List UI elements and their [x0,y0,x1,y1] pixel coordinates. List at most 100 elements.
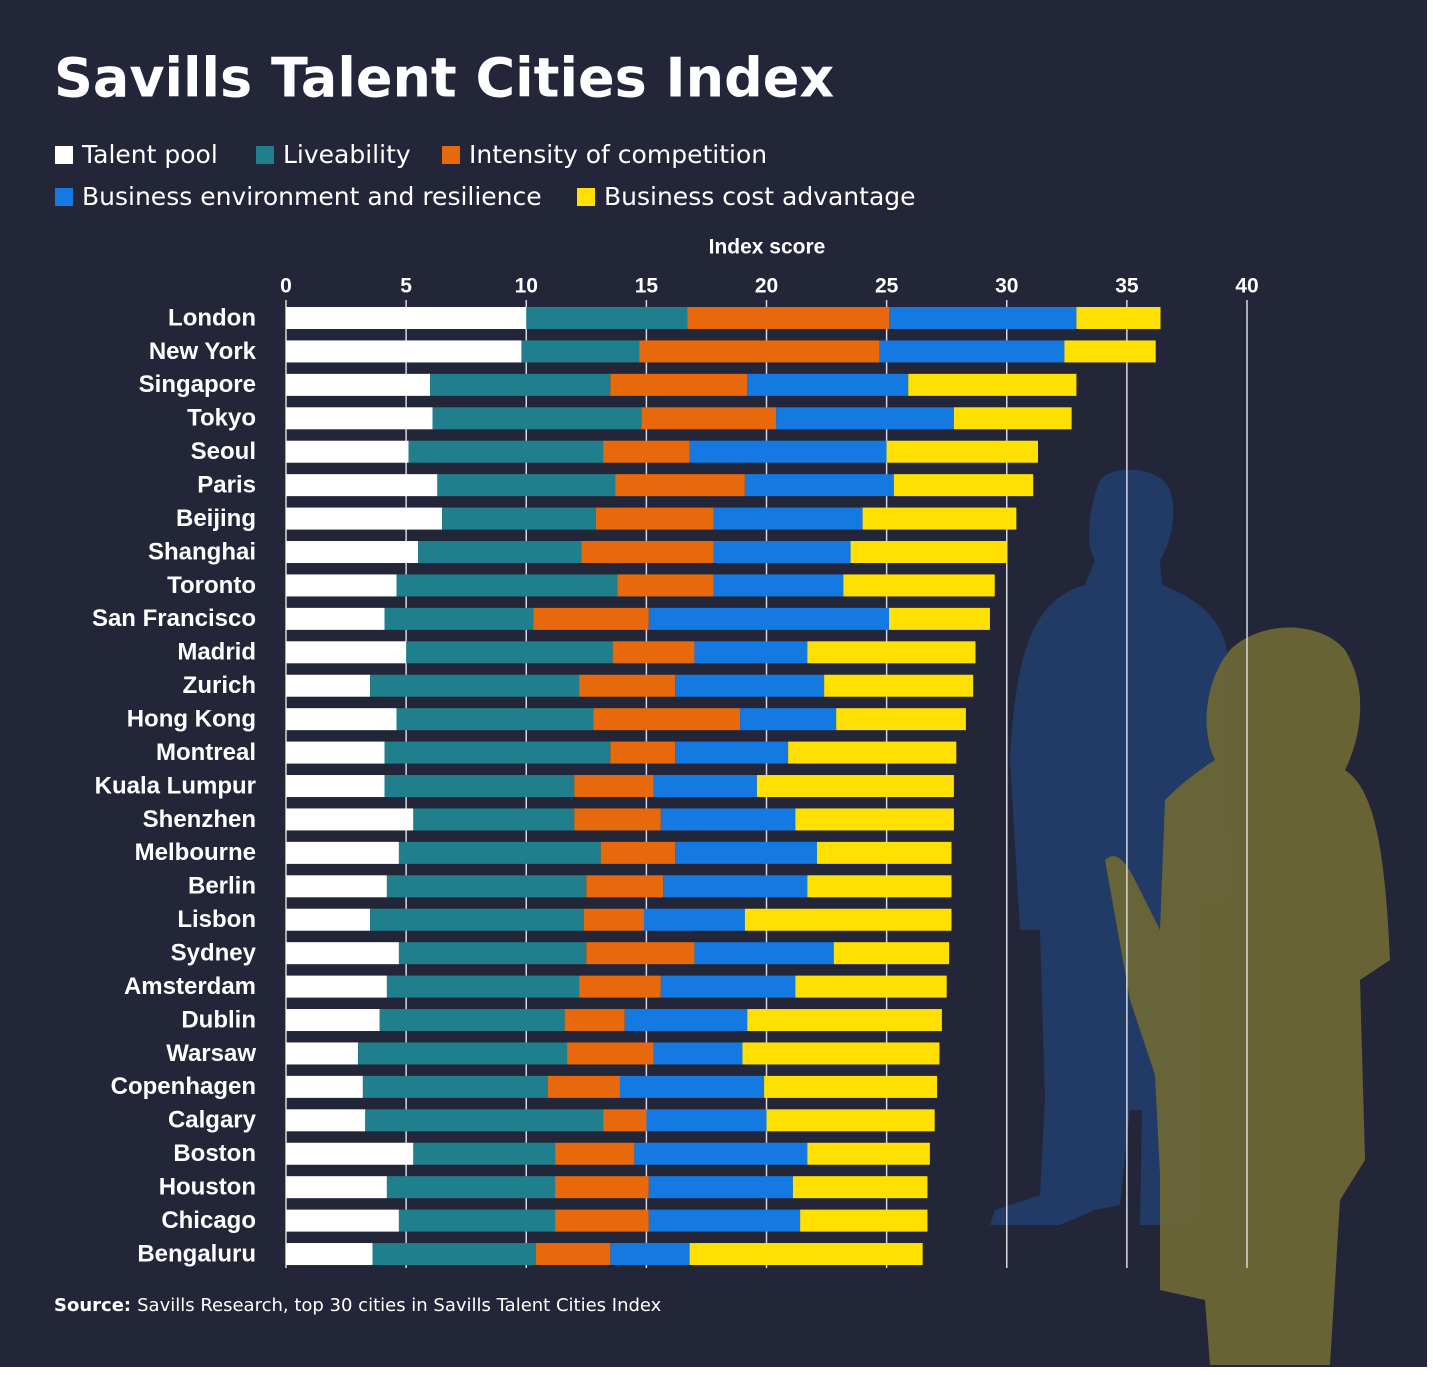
bar-segment [889,607,990,630]
source-text: Savills Research, top 30 cities in Savil… [137,1295,662,1316]
bar-segment [836,708,966,731]
bar-segment [574,808,661,831]
bar-segment [600,841,676,864]
bar-segment [610,373,748,396]
y-tick-label: Singapore [139,371,256,398]
bar-segment [567,1042,654,1065]
y-tick-label: Chicago [161,1207,256,1234]
bar-segment [689,1243,923,1266]
bar-segment [824,674,974,697]
bar-segment [286,775,385,798]
y-tick-label: Madrid [177,639,256,666]
bar-segment [286,641,407,664]
bar-segment [675,741,789,764]
bar-segment [574,775,654,798]
legend-label: Liveability [283,140,411,169]
bar-segment [619,1075,765,1098]
bar-segment [370,908,584,931]
bar-segment [286,1243,373,1266]
x-tick-label: 10 [515,275,538,298]
legend-label: Business cost advantage [604,182,916,211]
bar-segment [795,808,954,831]
bar-segment [413,808,575,831]
bar-segment [862,507,1017,530]
bar-segment [286,1075,363,1098]
legend-label: Talent pool [81,140,218,169]
bar-segment [286,1142,414,1165]
bar-segment [586,942,695,965]
legend-swatch [55,146,73,164]
bar-segment [521,340,640,363]
x-tick-label: 5 [400,275,412,298]
bar-segment [807,641,976,664]
bar-segment [766,1109,935,1132]
bar-segment [744,908,952,931]
bar-segment [372,1243,536,1266]
bar-segment [615,474,745,497]
bar-segment [535,1243,611,1266]
bar-segment [398,841,601,864]
bar-segment [286,407,433,430]
bar-segment [286,307,527,329]
bar-segment [675,841,817,864]
y-tick-label: Kuala Lumpur [95,772,256,799]
y-tick-label: Houston [159,1174,256,1201]
bar-segment [384,741,611,764]
bar-segment [593,708,741,731]
bar-segment [408,440,604,463]
bar-segment [713,574,844,597]
bar-segment [807,1142,930,1165]
bar-segment [610,741,676,764]
bar-segment [648,607,890,630]
y-tick-label: Sydney [171,940,257,967]
y-tick-label: Boston [173,1140,256,1167]
bar-segment [286,808,414,831]
bar-segment [800,1209,928,1232]
bar-segment [586,875,664,898]
x-tick-label: 40 [1235,275,1258,298]
bar-segment [908,373,1077,396]
y-tick-label: Shanghai [148,538,256,565]
bar-segment [776,407,954,430]
bar-segment [807,875,952,898]
bar-segment [358,1042,568,1065]
x-tick-label: 25 [875,275,899,298]
bar-segment [744,474,894,497]
bar-segment [386,975,580,998]
bar-segment [286,373,431,396]
bar-segment [365,1109,604,1132]
bar-segment [286,1209,399,1232]
bar-segment [742,1042,940,1065]
y-tick-label: San Francisco [92,605,256,632]
bar-segment [362,1075,548,1098]
bar-segment [396,708,594,731]
bar-segment [437,474,616,497]
bar-segment [286,975,387,998]
bar-segment [384,775,575,798]
y-tick-label: London [168,304,256,331]
y-tick-label: Tokyo [187,405,256,432]
bar-segment [694,641,808,664]
bar-segment [713,507,863,530]
y-tick-label: Berlin [188,873,256,900]
y-tick-label: Toronto [167,572,256,599]
bar-segment [893,474,1034,497]
bar-segment [286,541,419,564]
bar-segment [286,1109,366,1132]
bar-segment [413,1142,556,1165]
bar-segment [564,1009,625,1032]
bar-segment [792,1176,928,1199]
bar-segment [398,942,587,965]
bar-segment [747,373,909,396]
bar-segment [286,474,438,497]
bar-segment [694,942,834,965]
bar-segment [648,1209,801,1232]
y-tick-label: Amsterdam [124,973,256,1000]
bar-segment [1064,340,1156,363]
y-tick-label: New York [149,338,257,365]
bar-segment [747,1009,942,1032]
x-tick-label: 15 [635,275,659,298]
bar-segment [286,942,399,965]
y-tick-label: Zurich [183,672,256,699]
y-tick-label: Melbourne [135,839,256,866]
